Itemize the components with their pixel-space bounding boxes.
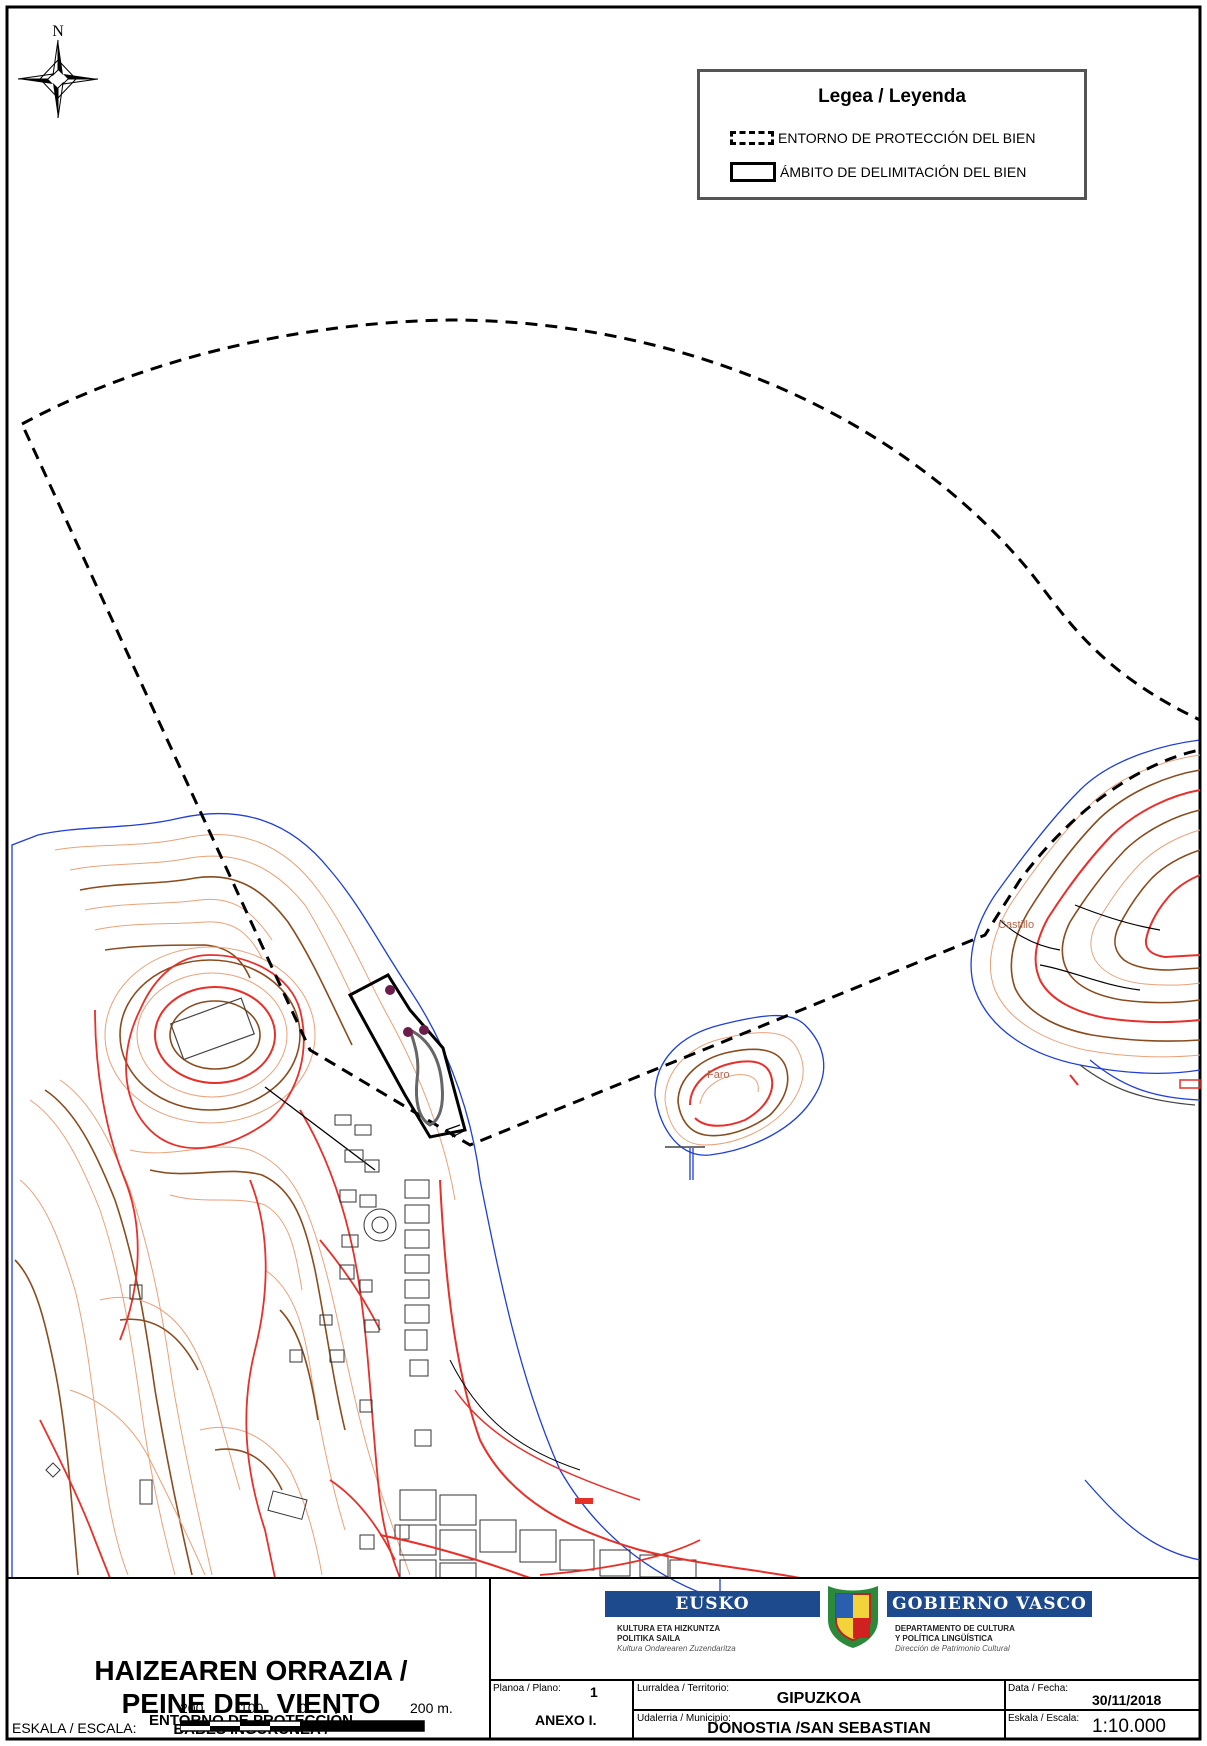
territorio-label: Lurraldea / Territorio:: [637, 1683, 730, 1694]
sculpture-marker: [385, 985, 395, 995]
igeldo-headland: [11, 812, 1201, 1601]
scale-tick-0: 0: [299, 1700, 307, 1716]
escala-label: Eskala / Escala:: [1008, 1713, 1080, 1724]
logo-gobierno-vasco: GOBIERNO VASCO: [887, 1591, 1092, 1617]
map-title-line2: PEINE DEL VIENTO: [121, 1688, 381, 1719]
legend: Legea / Leyenda ENTORNO DE PROTECCIÓN DE…: [697, 69, 1087, 200]
legend-item-label: ENTORNO DE PROTECCIÓN DEL BIEN: [778, 130, 1036, 146]
plano-label: Planoa / Plano:: [493, 1683, 561, 1694]
north-arrow-icon: [17, 39, 99, 119]
label-faro: Faro: [707, 1069, 730, 1081]
logo-eusko-jaurlaritza: EUSKO JAURLARITZA: [605, 1591, 820, 1640]
walkway: [408, 1028, 444, 1127]
north-label: N: [52, 23, 64, 40]
protection-environment-boundary: [20, 318, 1202, 1147]
dashed-boundary-swatch: [730, 131, 774, 145]
urgull-headland: [970, 739, 1201, 1106]
fecha-label: Data / Fecha:: [1008, 1683, 1069, 1694]
anexo-label: ANEXO I.: [535, 1712, 597, 1728]
label-castillo: Castillo: [998, 919, 1034, 931]
territorio-value: GIPUZKOA: [776, 1690, 862, 1707]
municipio-value: DONOSTIA /SAN SEBASTIAN: [707, 1720, 931, 1737]
scale-tick-100: 100: [240, 1700, 264, 1716]
dept-es: DEPARTAMENTO DE CULTURA Y POLÍTICA LINGÜ…: [895, 1624, 1015, 1653]
dept-eu: KULTURA ETA HIZKUNTZA POLITIKA SAILA Kul…: [617, 1624, 736, 1653]
scale-bar: [180, 1720, 425, 1732]
scale-tick-200m: 200 m.: [410, 1700, 453, 1716]
sculpture-marker: [403, 1027, 413, 1037]
municipio-label: Udalerria / Municipio:: [637, 1713, 731, 1724]
asset-delimitation-boundary: [347, 973, 467, 1139]
plano-value: 1: [590, 1684, 598, 1700]
legend-item-protection: ENTORNO DE PROTECCIÓN DEL BIEN: [730, 130, 1035, 146]
solid-boundary-swatch: [730, 162, 776, 182]
coat-of-arms-icon: [828, 1586, 878, 1648]
title-block-frame: [7, 1577, 1200, 1739]
fecha-value: 30/11/2018: [1092, 1692, 1162, 1708]
scale-tick-200: 200: [180, 1700, 204, 1716]
legend-title: Legea / Leyenda: [818, 86, 966, 107]
sculpture-marker: [419, 1025, 429, 1035]
escala-value: 1:10.000: [1092, 1716, 1166, 1737]
map-title-line1: HAIZEAREN ORRAZIA /: [94, 1655, 408, 1686]
legend-item-label: ÁMBITO DE DELIMITACIÓN DEL BIEN: [780, 164, 1027, 180]
island: [654, 1014, 825, 1180]
scale-label: ESKALA / ESCALA:: [12, 1720, 137, 1736]
legend-item-delimitation: ÁMBITO DE DELIMITACIÓN DEL BIEN: [730, 162, 1026, 182]
map-frame: [5, 5, 1202, 1741]
